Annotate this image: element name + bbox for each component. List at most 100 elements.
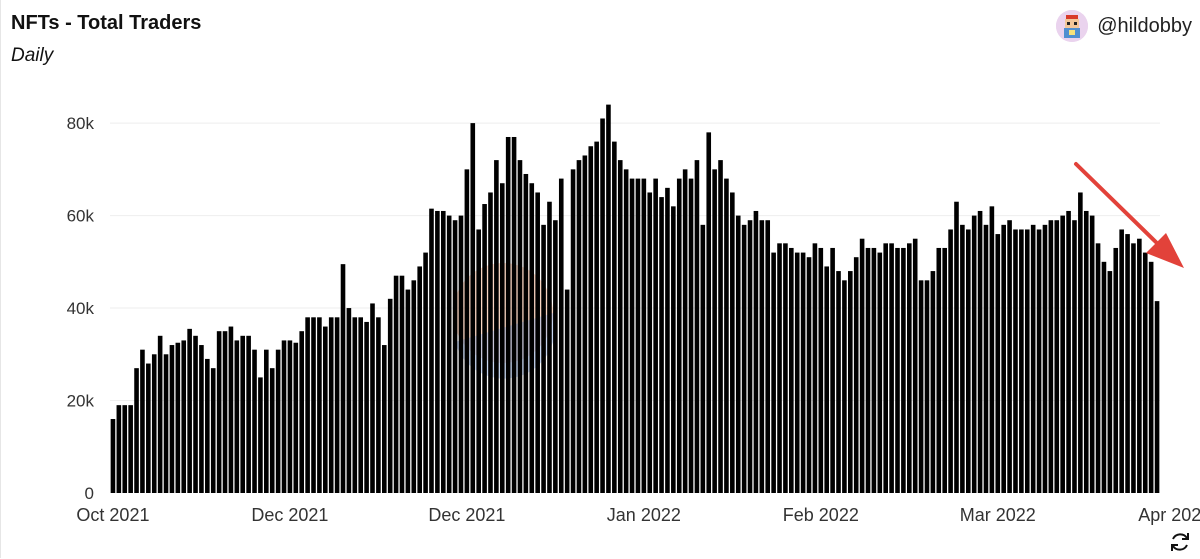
bar[interactable] <box>352 317 358 493</box>
bar[interactable] <box>234 340 240 493</box>
bar[interactable] <box>606 104 611 494</box>
bar[interactable] <box>547 201 552 493</box>
bar[interactable] <box>1137 238 1142 493</box>
bar[interactable] <box>965 229 971 493</box>
bar[interactable] <box>918 280 924 493</box>
author-badge[interactable]: @hildobby <box>1056 10 1192 42</box>
bar[interactable] <box>216 331 222 493</box>
bar[interactable] <box>328 317 334 493</box>
bar[interactable] <box>140 349 145 493</box>
bar[interactable] <box>411 280 417 493</box>
bar[interactable] <box>393 275 399 493</box>
bar[interactable] <box>682 169 688 493</box>
bar[interactable] <box>529 183 535 493</box>
bar[interactable] <box>989 206 995 493</box>
bar[interactable] <box>712 169 717 493</box>
bar[interactable] <box>688 178 694 493</box>
bar[interactable] <box>499 183 505 493</box>
bar[interactable] <box>777 243 782 493</box>
bar[interactable] <box>399 275 405 493</box>
bar[interactable] <box>505 136 511 494</box>
bar[interactable] <box>582 155 588 494</box>
bar[interactable] <box>1095 243 1101 493</box>
bar[interactable] <box>895 247 900 493</box>
bar[interactable] <box>942 247 947 493</box>
bar[interactable] <box>960 224 965 493</box>
bar[interactable] <box>1024 229 1030 493</box>
bar[interactable] <box>175 342 181 493</box>
bar[interactable] <box>553 220 558 493</box>
bar[interactable] <box>853 257 859 493</box>
bar[interactable] <box>859 238 865 493</box>
bar[interactable] <box>281 340 287 493</box>
bar[interactable] <box>146 363 151 493</box>
bar[interactable] <box>612 141 617 494</box>
bar[interactable] <box>376 317 381 493</box>
bar[interactable] <box>323 326 328 493</box>
bar[interactable] <box>1089 215 1095 493</box>
bar[interactable] <box>476 229 481 493</box>
bar[interactable] <box>1078 192 1083 493</box>
bar[interactable] <box>759 220 765 493</box>
bar[interactable] <box>730 192 735 493</box>
bar[interactable] <box>210 368 216 493</box>
bar[interactable] <box>1072 220 1077 493</box>
bar[interactable] <box>299 331 305 493</box>
bar[interactable] <box>1013 229 1018 493</box>
bar[interactable] <box>753 210 759 493</box>
bar[interactable] <box>576 160 582 494</box>
bar[interactable] <box>311 317 316 493</box>
bar[interactable] <box>305 317 310 493</box>
bar[interactable] <box>588 146 594 494</box>
bar[interactable] <box>1083 210 1089 493</box>
bar[interactable] <box>387 298 393 493</box>
bar[interactable] <box>287 340 293 493</box>
bar[interactable] <box>983 224 989 493</box>
bar[interactable] <box>971 215 977 493</box>
bar[interactable] <box>423 252 428 493</box>
bar[interactable] <box>228 326 234 493</box>
bar[interactable] <box>358 317 363 493</box>
bar[interactable] <box>1154 301 1160 493</box>
bar[interactable] <box>1054 220 1060 493</box>
bar[interactable] <box>659 197 664 493</box>
bar[interactable] <box>193 335 198 493</box>
bar[interactable] <box>1119 229 1124 493</box>
bar[interactable] <box>488 192 493 493</box>
bar[interactable] <box>1101 261 1107 493</box>
bar[interactable] <box>665 187 670 493</box>
bar[interactable] <box>1131 243 1136 493</box>
bar[interactable] <box>293 342 299 493</box>
bar[interactable] <box>741 224 747 493</box>
bar[interactable] <box>116 405 122 493</box>
bar[interactable] <box>1030 224 1036 493</box>
bar[interactable] <box>452 220 458 493</box>
bar[interactable] <box>340 264 346 493</box>
bar[interactable] <box>865 247 871 493</box>
bar[interactable] <box>252 349 257 493</box>
bar[interactable] <box>901 247 906 493</box>
bar[interactable] <box>1060 215 1065 493</box>
bar[interactable] <box>1048 220 1054 493</box>
bar[interactable] <box>1042 224 1048 493</box>
bar[interactable] <box>936 247 942 493</box>
bar[interactable] <box>1036 229 1042 493</box>
bar[interactable] <box>907 243 912 493</box>
bar[interactable] <box>877 252 883 493</box>
bar[interactable] <box>812 243 818 493</box>
bar[interactable] <box>954 201 959 493</box>
bar[interactable] <box>647 192 653 493</box>
bar[interactable] <box>470 123 476 494</box>
bar[interactable] <box>151 354 157 493</box>
bar[interactable] <box>789 247 794 493</box>
bar[interactable] <box>405 289 411 493</box>
bar[interactable] <box>523 173 529 494</box>
bar[interactable] <box>258 377 263 493</box>
bar[interactable] <box>541 224 546 493</box>
bar[interactable] <box>1125 234 1130 493</box>
bar[interactable] <box>1142 252 1148 493</box>
bar[interactable] <box>417 266 422 493</box>
bar[interactable] <box>995 234 1001 493</box>
bar[interactable] <box>824 266 830 493</box>
bar[interactable] <box>889 243 894 493</box>
